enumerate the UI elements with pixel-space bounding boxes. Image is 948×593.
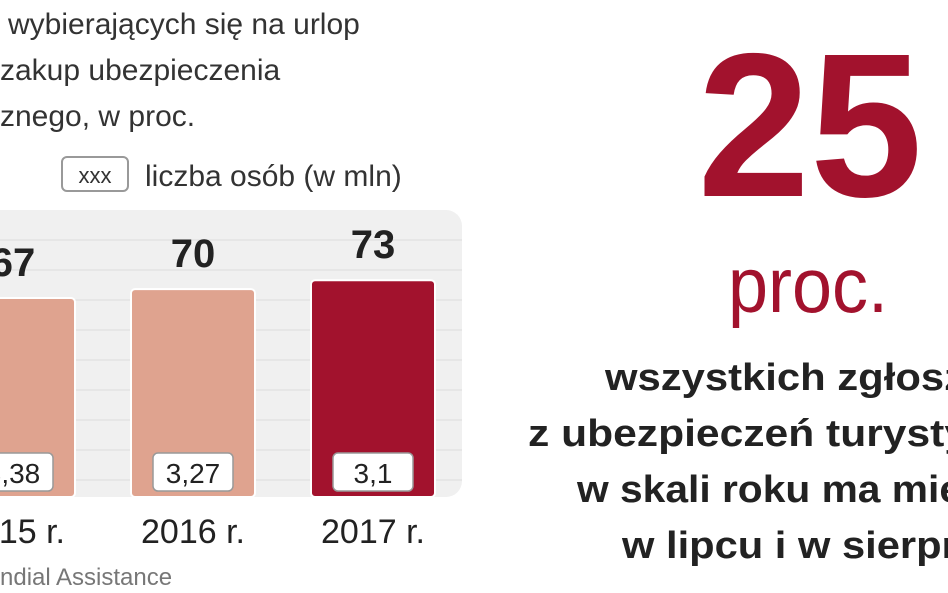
legend-swatch [61,156,129,192]
inner-box [332,452,414,492]
title-line: wybierających się na urlop [7,8,360,41]
big-number: 25 [698,11,923,240]
highlight-line: w skali roku ma mie [576,469,948,511]
x-tick-label: 2015 r. [0,513,65,551]
highlight-line: w lipcu i w sierpn [621,525,948,567]
value-label: 70 [171,232,216,276]
source: ndial Assistance [0,564,172,591]
value-label: 67 [0,241,35,285]
legend-box-text: xxx [79,163,112,188]
title-line: zakup ubezpieczenia [0,54,281,87]
inner-value-label: 3,38 [0,458,40,489]
bar [130,288,256,498]
highlight-line: wszystkich zgłosz [604,357,948,399]
title-line: znego, w proc. [0,100,195,133]
inner-value-label: 3,27 [166,458,221,489]
legend-label: liczba osób (w mln) [145,160,402,193]
x-tick-label: 2016 r. [141,513,245,551]
inner-value-label: 3,1 [354,458,393,489]
highlight-line: z ubezpieczeń turysty [528,413,948,455]
inner-box [0,452,54,492]
value-label: 73 [351,223,396,267]
bar [310,279,436,498]
big-unit: proc. [728,241,888,329]
inner-box [152,452,234,492]
x-tick-label: 2017 r. [321,513,425,551]
bar [0,297,76,498]
